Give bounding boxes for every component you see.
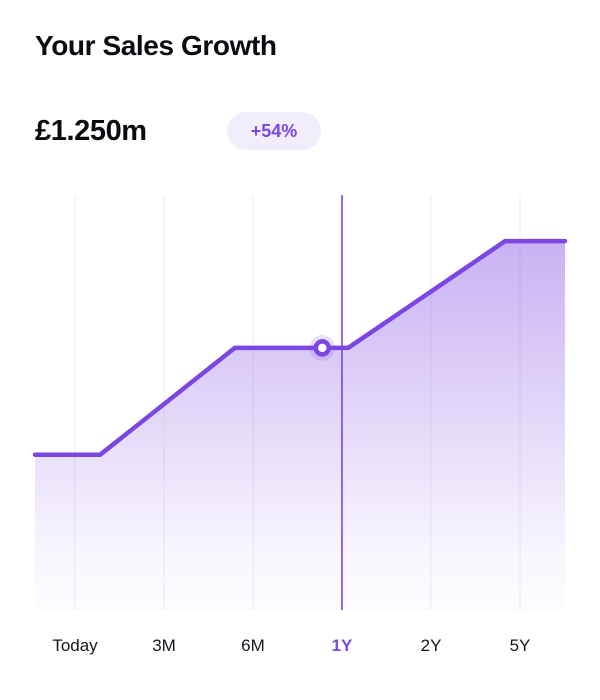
tick-2y[interactable]: 2Y [420, 636, 442, 655]
tick-3m[interactable]: 3M [152, 636, 176, 655]
chart-title: Your Sales Growth [35, 30, 277, 61]
x-axis: Today 3M 6M 1Y 2Y 5Y [0, 636, 600, 664]
value-row: £1.250m +54% [35, 112, 322, 150]
tick-1y[interactable]: 1Y [331, 636, 353, 655]
selected-point-marker[interactable] [313, 339, 332, 357]
sales-line [32, 238, 568, 457]
growth-badge: +54% [226, 112, 322, 150]
tick-today[interactable]: Today [52, 636, 98, 655]
tick-6m[interactable]: 6M [241, 636, 265, 655]
sales-growth-chart[interactable] [0, 190, 600, 622]
chart-canvas[interactable] [0, 190, 600, 622]
current-value: £1.250m [35, 114, 147, 147]
tick-5y[interactable]: 5Y [509, 636, 531, 655]
area-fill [35, 241, 565, 610]
